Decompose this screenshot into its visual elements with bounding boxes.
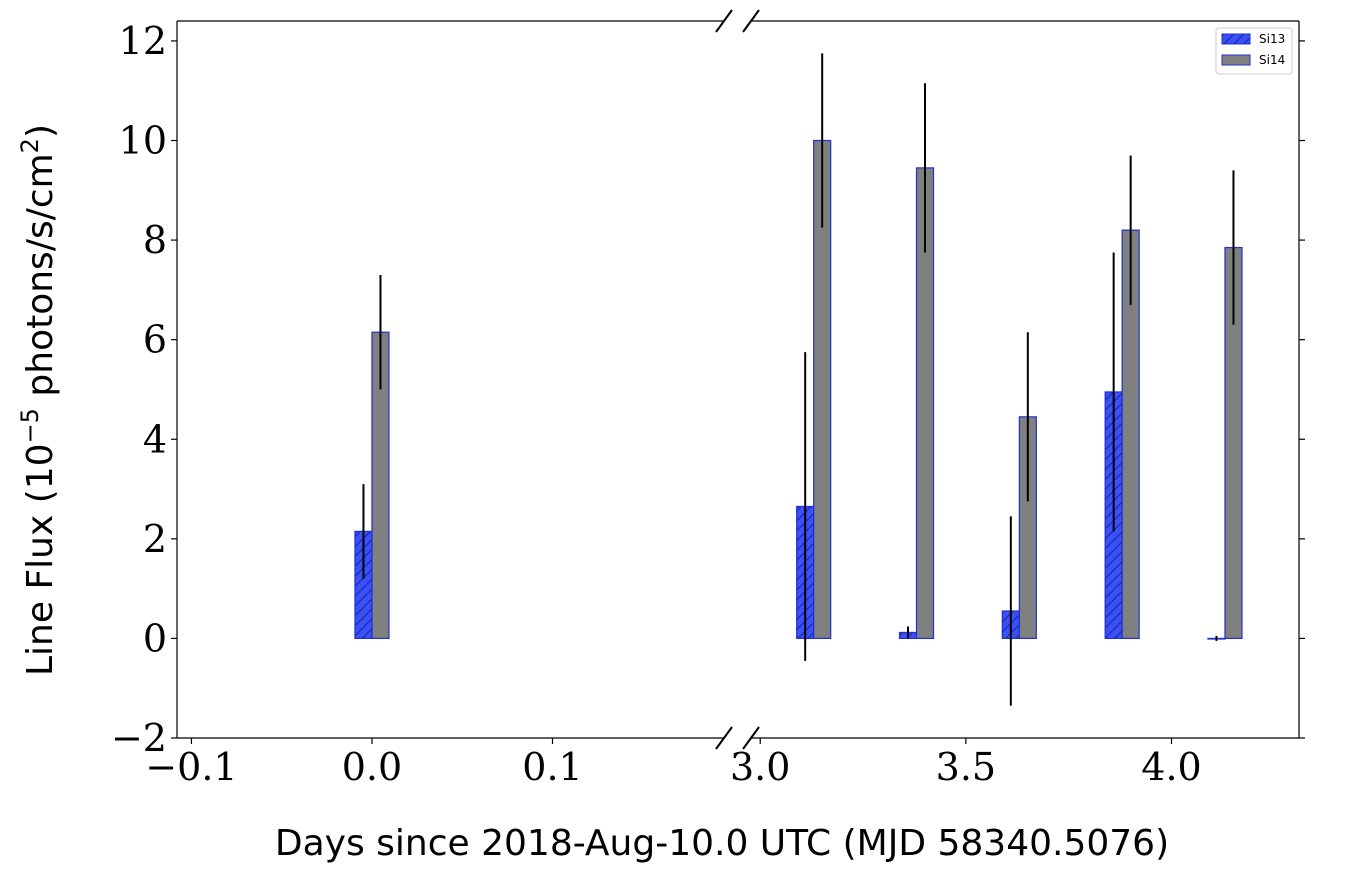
legend-swatch-si14 bbox=[1221, 54, 1251, 66]
y-tick-label: 2 bbox=[143, 517, 167, 561]
y-axis-label: Line Flux (10−5 photons/s/cm2) bbox=[16, 124, 61, 676]
x-axis-label: Days since 2018-Aug-10.0 UTC (MJD 58340.… bbox=[275, 823, 1169, 864]
y-axis-label-exponent: −5 bbox=[16, 408, 44, 443]
y-axis-label-middle: photons/s/cm bbox=[20, 153, 61, 408]
y-axis-label-suffix: ) bbox=[20, 124, 61, 138]
x-tick-label: 0.1 bbox=[522, 745, 582, 789]
x-tick-label: 3.0 bbox=[730, 745, 790, 789]
x-tick-label: −0.1 bbox=[145, 745, 237, 789]
y-tick-label: 6 bbox=[143, 318, 167, 362]
x-axis-ticks: −0.1 0.0 0.1 3.0 3.5 4.0 bbox=[145, 738, 1202, 789]
break-mark-bottom-1 bbox=[715, 726, 733, 750]
x-tick-label: 3.5 bbox=[936, 745, 996, 789]
y-tick-label: −2 bbox=[111, 716, 167, 760]
x-tick-label: 4.0 bbox=[1141, 745, 1201, 789]
break-mark-bottom-2 bbox=[742, 726, 760, 750]
y-tick-label: 12 bbox=[119, 19, 167, 63]
y-tick-label: 10 bbox=[119, 119, 167, 163]
break-mark-top-2 bbox=[742, 9, 760, 33]
axis-break-marks bbox=[715, 9, 760, 750]
y-tick-label: 8 bbox=[143, 218, 167, 262]
break-mark-top-1 bbox=[715, 9, 733, 33]
x-tick-label: 0.0 bbox=[342, 745, 402, 789]
y-axis-ticks: −2 0 2 4 6 8 10 12 bbox=[111, 19, 1305, 760]
y-tick-label: 0 bbox=[143, 616, 167, 660]
y-axis-label-prefix: Line Flux (10 bbox=[20, 443, 61, 676]
legend-label-si14: Si14 bbox=[1259, 53, 1285, 67]
y-axis-label-power: 2 bbox=[16, 138, 44, 153]
legend-label-si13: Si13 bbox=[1259, 32, 1285, 46]
y-tick-label: 4 bbox=[143, 417, 167, 461]
legend: Si13 Si14 bbox=[1215, 27, 1293, 75]
errorbars-layer bbox=[362, 53, 1235, 706]
legend-swatch-si13 bbox=[1221, 33, 1251, 45]
